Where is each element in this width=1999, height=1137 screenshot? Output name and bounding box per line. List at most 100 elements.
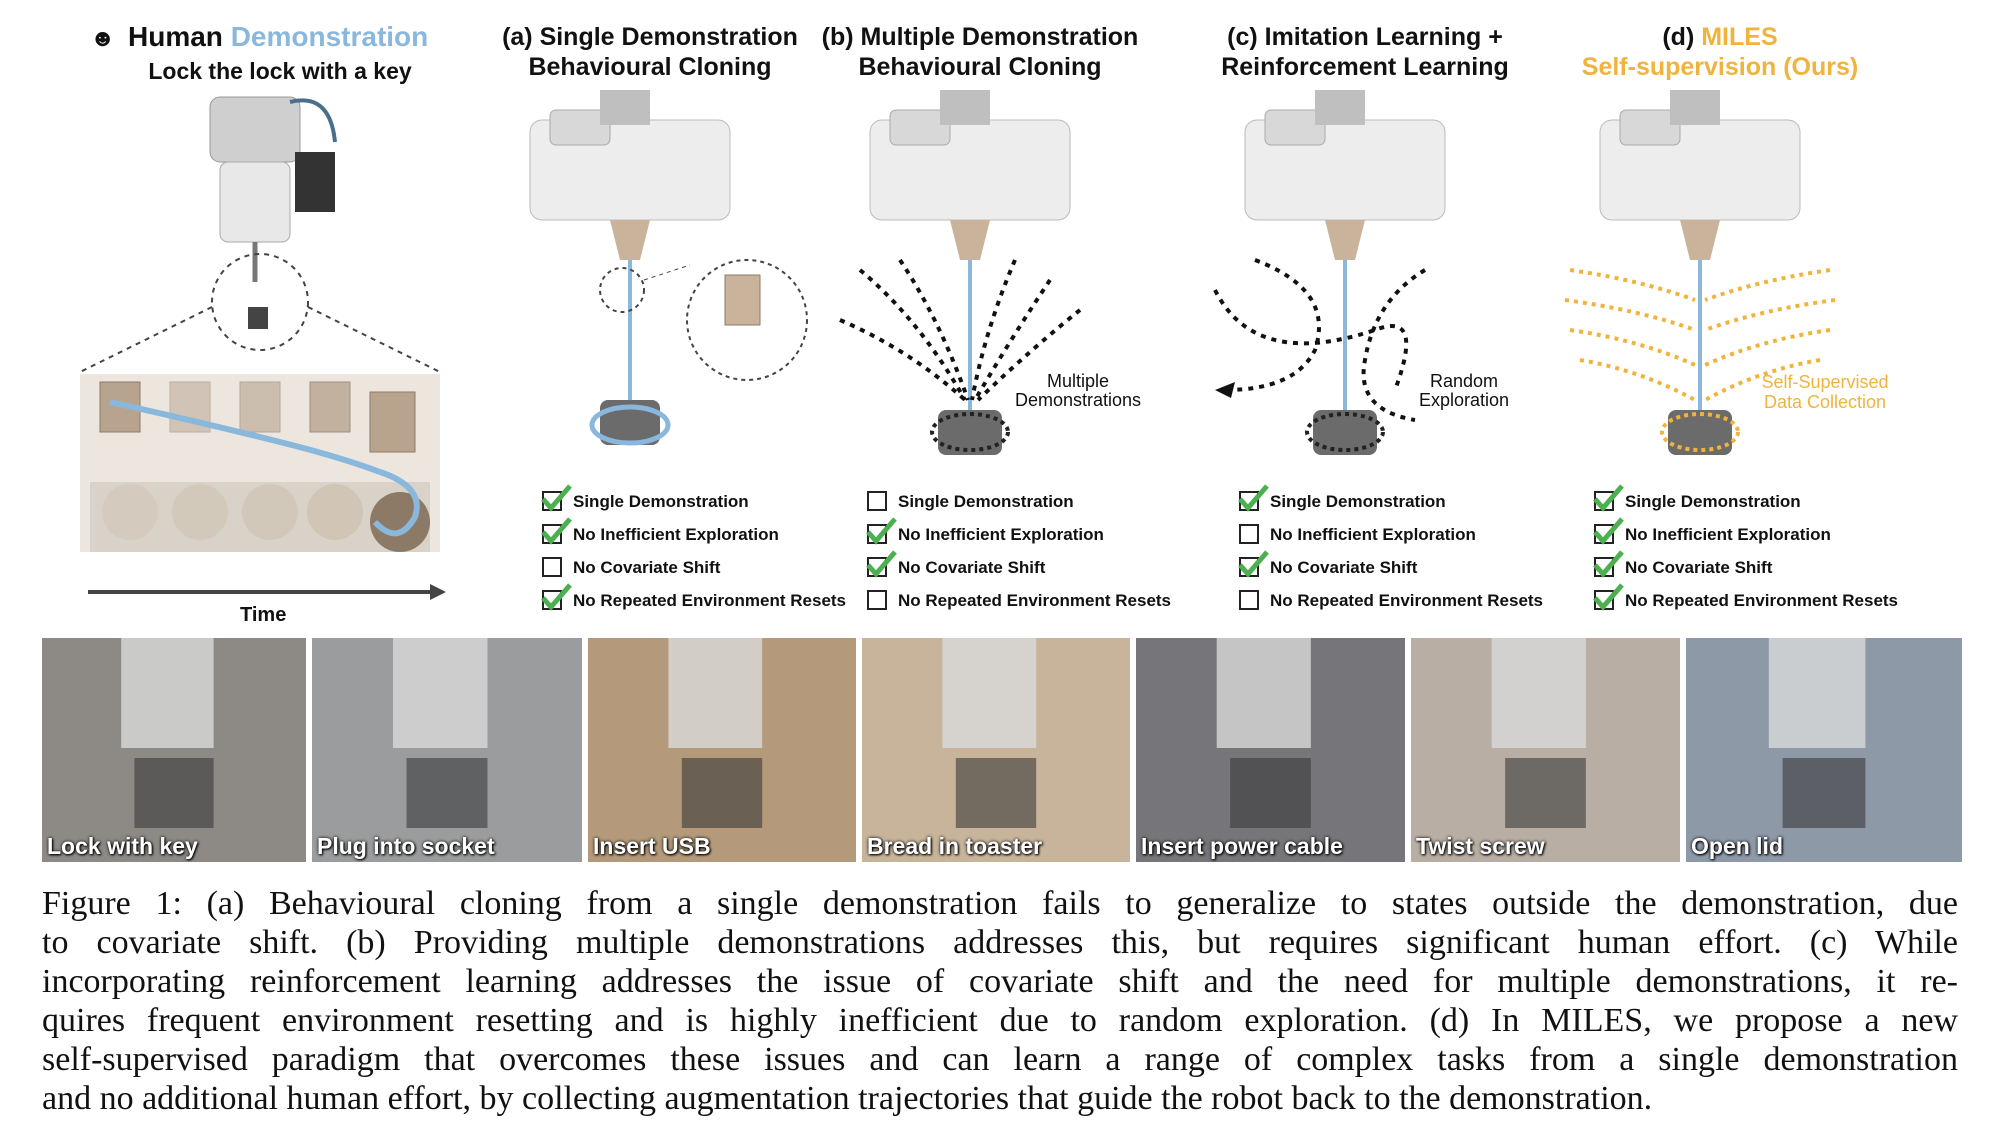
task-photo-image bbox=[312, 638, 582, 862]
task-photo-label: Open lid bbox=[1691, 833, 1783, 859]
panel-b-illustration bbox=[839, 90, 1082, 455]
checklist-label: No Repeated Environment Resets bbox=[573, 591, 847, 610]
checklist-item: No Inefficient Exploration bbox=[1237, 518, 1543, 551]
panel-d-title: (d) MILES Self-supervision (Ours) bbox=[1581, 23, 1859, 81]
caption-line: self-supervised paradigm that overcomes … bbox=[42, 1041, 1958, 1078]
task-photo: Lock with key bbox=[42, 638, 306, 862]
checkmark-icon bbox=[1593, 517, 1624, 545]
panel-c-annotation: Random Exploration bbox=[1418, 371, 1510, 410]
checklist-label: No Inefficient Exploration bbox=[1625, 525, 1831, 544]
empty-checkbox-icon bbox=[1239, 590, 1259, 610]
task-photo: Bread in toaster bbox=[862, 638, 1130, 862]
task-photo-image bbox=[1136, 638, 1405, 862]
time-axis-label: Time bbox=[240, 604, 287, 626]
task-photo-image bbox=[862, 638, 1130, 862]
checklist-item: No Repeated Environment Resets bbox=[540, 583, 847, 617]
empty-checkbox-icon bbox=[867, 491, 887, 511]
checklist-label: Single Demonstration bbox=[1625, 492, 1801, 511]
checklist-item: No Repeated Environment Resets bbox=[1592, 583, 1899, 617]
checklist-item: No Inefficient Exploration bbox=[540, 517, 846, 551]
checklist-label: No Repeated Environment Resets bbox=[1270, 591, 1544, 610]
panel-b-title: (b) Multiple Demonstration Behavioural C… bbox=[821, 23, 1139, 81]
checkmark-icon bbox=[1593, 583, 1624, 611]
checklist-label: No Inefficient Exploration bbox=[1270, 525, 1476, 544]
human-demo-illustration bbox=[80, 96, 446, 600]
task-photo-label: Twist screw bbox=[1416, 833, 1545, 859]
task-photo-image bbox=[42, 638, 306, 862]
checklist-item: Single Demonstration bbox=[540, 484, 846, 518]
checkmark-icon bbox=[1238, 484, 1269, 512]
human-panel-subtitle: Lock the lock with a key bbox=[148, 58, 412, 84]
caption-line: Figure 1: (a) Behavioural cloning from a… bbox=[42, 885, 1958, 922]
checklist-label: Single Demonstration bbox=[1270, 492, 1446, 511]
checklist-label: No Covariate Shift bbox=[1270, 558, 1418, 577]
checklist-item: No Covariate Shift bbox=[1237, 550, 1543, 584]
checkmark-icon bbox=[541, 484, 572, 512]
checklist-item: No Repeated Environment Resets bbox=[1237, 584, 1543, 617]
person-icon: ☻ bbox=[90, 25, 116, 52]
task-photo: Insert power cable bbox=[1136, 638, 1405, 862]
checklist-item: No Covariate Shift bbox=[865, 550, 1171, 584]
task-photo-image bbox=[1686, 638, 1962, 862]
checklist-label: No Repeated Environment Resets bbox=[898, 591, 1172, 610]
task-photo: Plug into socket bbox=[312, 638, 582, 862]
checklist-d: Single Demonstration No Inefficient Explo… bbox=[1592, 484, 1899, 617]
panel-d-annotation: Self-Supervised Data Collection bbox=[1761, 372, 1889, 412]
checklist-b: Single Demonstration No Inefficient Explo… bbox=[865, 485, 1171, 617]
figure-caption: Figure 1: (a) Behavioural cloning from a… bbox=[42, 884, 1958, 1118]
checklist-item: No Repeated Environment Resets bbox=[865, 584, 1171, 617]
checklist-label: Single Demonstration bbox=[898, 492, 1074, 511]
checklist-item: No Covariate Shift bbox=[1592, 550, 1898, 584]
checklist-item: Single Demonstration bbox=[1592, 484, 1898, 518]
panel-a-title: (a) Single Demonstration Behavioural Clo… bbox=[502, 23, 798, 81]
checklist-label: No Inefficient Exploration bbox=[573, 525, 779, 544]
human-panel-title: ☻ Human Demonstration bbox=[90, 21, 429, 53]
checklist-label: No Repeated Environment Resets bbox=[1625, 591, 1899, 610]
checklist-item: No Inefficient Exploration bbox=[865, 517, 1171, 551]
caption-line: and no additional human effort, by colle… bbox=[42, 1080, 1653, 1117]
panel-a-illustration bbox=[529, 90, 808, 446]
task-photo-label: Bread in toaster bbox=[867, 833, 1043, 859]
caption-line: quires frequent environment resetting an… bbox=[42, 1002, 1958, 1039]
task-photo-label: Lock with key bbox=[47, 833, 198, 859]
checkmark-icon bbox=[1593, 484, 1624, 512]
checklist-label: No Inefficient Exploration bbox=[898, 525, 1104, 544]
checklist-label: No Covariate Shift bbox=[898, 558, 1046, 577]
panel-b-annotation: Multiple Demonstrations bbox=[1015, 371, 1142, 410]
task-photo: Insert USB bbox=[588, 638, 856, 862]
checkmark-icon bbox=[1238, 550, 1269, 578]
panel-c-title: (c) Imitation Learning + Reinforcement L… bbox=[1221, 23, 1509, 81]
checklist-item: No Covariate Shift bbox=[540, 551, 846, 584]
checklist-label: Single Demonstration bbox=[573, 492, 749, 511]
task-photo-label: Insert power cable bbox=[1141, 833, 1343, 859]
task-photo: Twist screw bbox=[1411, 638, 1680, 862]
checklist-label: No Covariate Shift bbox=[1625, 558, 1773, 577]
checklist-item: Single Demonstration bbox=[865, 485, 1171, 518]
panel-d-illustration bbox=[1564, 90, 1836, 455]
human-panel: ☻ Human Demonstration Lock the lock with… bbox=[80, 22, 460, 632]
checklist-c: Single Demonstration No Inefficient Explo… bbox=[1237, 484, 1543, 617]
panel-d: (d) MILES Self-supervision (Ours) Self-S… bbox=[1540, 22, 1900, 622]
panel-b: (b) Multiple Demonstration Behavioural C… bbox=[820, 22, 1142, 622]
task-photo-image bbox=[588, 638, 856, 862]
checkmark-icon bbox=[866, 517, 897, 545]
task-photo: Open lid bbox=[1686, 638, 1962, 862]
caption-line: to covariate shift. (b) Providing multip… bbox=[42, 924, 1958, 961]
checklist-a: Single Demonstration No Inefficient Explo… bbox=[540, 484, 847, 617]
checkmark-icon bbox=[866, 550, 897, 578]
empty-checkbox-icon bbox=[542, 557, 562, 577]
task-photo-image bbox=[1411, 638, 1680, 862]
panel-c-illustration bbox=[1213, 90, 1446, 455]
empty-checkbox-icon bbox=[867, 590, 887, 610]
caption-line: incorporating reinforcement learning add… bbox=[42, 963, 1958, 1000]
panel-c: (c) Imitation Learning + Reinforcement L… bbox=[1195, 22, 1535, 622]
checkmark-icon bbox=[541, 517, 572, 545]
checkmark-icon bbox=[541, 583, 572, 611]
empty-checkbox-icon bbox=[1239, 524, 1259, 544]
panel-a: (a) Single Demonstration Behavioural Clo… bbox=[490, 22, 810, 622]
checklist-item: No Inefficient Exploration bbox=[1592, 517, 1898, 551]
checklist-item: Single Demonstration bbox=[1237, 484, 1543, 518]
task-photo-label: Plug into socket bbox=[317, 833, 495, 859]
checkmark-icon bbox=[1593, 550, 1624, 578]
checklist-label: No Covariate Shift bbox=[573, 558, 721, 577]
